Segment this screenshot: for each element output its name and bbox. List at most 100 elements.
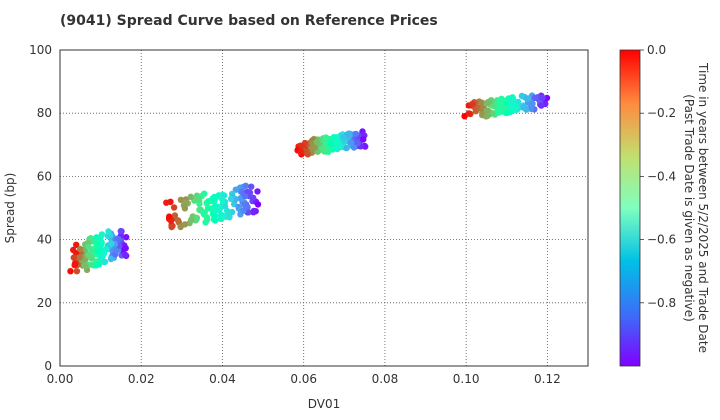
data-point xyxy=(220,192,228,199)
data-point xyxy=(538,102,545,109)
data-point xyxy=(241,201,248,208)
data-point xyxy=(227,195,235,202)
data-point xyxy=(478,99,485,106)
x-tick-label: 0.12 xyxy=(534,372,561,386)
data-point xyxy=(174,217,182,224)
data-point xyxy=(518,92,526,100)
data-point xyxy=(94,247,101,255)
colorbar-tick-label: −0.2 xyxy=(647,106,676,120)
y-axis-label: Spread (bp) xyxy=(3,173,17,244)
data-point xyxy=(297,142,304,149)
data-point xyxy=(163,199,170,206)
data-point xyxy=(520,104,527,111)
data-point xyxy=(248,183,255,190)
data-point xyxy=(483,100,490,107)
data-point xyxy=(76,254,83,261)
data-point xyxy=(210,216,217,223)
data-point xyxy=(249,194,257,202)
data-point xyxy=(100,250,108,257)
data-point xyxy=(105,228,112,235)
data-point xyxy=(302,147,309,155)
colorbar-tick-label: −0.8 xyxy=(647,296,676,310)
data-point xyxy=(92,262,100,269)
data-point xyxy=(529,100,536,107)
x-tick-label: 0.02 xyxy=(128,372,155,386)
data-point xyxy=(531,94,538,102)
colorbar xyxy=(619,49,641,367)
plot-frame xyxy=(59,49,589,367)
data-point xyxy=(67,268,74,275)
data-point xyxy=(77,245,84,253)
data-point xyxy=(524,95,532,102)
y-tick-label: 20 xyxy=(37,296,52,310)
data-point xyxy=(220,212,227,220)
data-point xyxy=(98,239,105,246)
data-point xyxy=(340,134,347,141)
data-point xyxy=(539,94,546,102)
data-point xyxy=(71,260,79,267)
data-point xyxy=(469,100,476,108)
y-tick-label: 60 xyxy=(37,169,52,183)
data-point xyxy=(211,196,219,203)
data-point xyxy=(484,112,491,120)
data-point xyxy=(254,201,262,208)
data-point xyxy=(123,234,130,241)
data-point xyxy=(483,107,490,114)
data-point xyxy=(177,196,185,203)
data-point xyxy=(313,138,321,146)
data-point xyxy=(336,141,343,149)
data-point xyxy=(490,103,497,110)
data-point xyxy=(509,99,517,106)
data-point xyxy=(195,195,202,202)
data-point xyxy=(496,108,503,116)
data-point xyxy=(343,144,350,152)
data-point xyxy=(321,148,328,155)
data-point xyxy=(362,143,369,150)
data-point xyxy=(108,240,115,247)
y-tick-label: 100 xyxy=(29,43,52,57)
x-axis-ticks: 0.00 0.02 0.04 0.06 0.08 0.10 0.12 xyxy=(47,372,561,386)
data-point xyxy=(168,223,175,231)
data-point xyxy=(73,268,81,275)
data-point xyxy=(98,231,106,238)
data-point xyxy=(121,251,129,258)
y-tick-label: 80 xyxy=(37,106,52,120)
data-point xyxy=(354,140,361,147)
colorbar-ticks: 0.0 −0.2 −0.4 −0.6 −0.8 xyxy=(640,43,676,310)
data-point xyxy=(196,200,203,207)
chart-title: (9041) Spread Curve based on Reference P… xyxy=(60,13,438,29)
data-point xyxy=(360,136,367,143)
x-tick-label: 0.04 xyxy=(209,372,236,386)
y-axis-ticks: 0 20 40 60 80 100 xyxy=(29,43,52,373)
data-point xyxy=(202,219,209,226)
data-point xyxy=(311,144,318,151)
data-point xyxy=(93,234,100,241)
data-point xyxy=(192,216,200,224)
data-point xyxy=(350,144,358,151)
data-point xyxy=(348,139,355,146)
data-point xyxy=(232,186,239,193)
data-point xyxy=(82,262,89,270)
y-tick-label: 40 xyxy=(37,233,52,247)
x-tick-label: 0.10 xyxy=(453,372,480,386)
data-point xyxy=(207,205,214,212)
data-point xyxy=(113,247,120,254)
data-point xyxy=(107,255,115,263)
colorbar-label-line2: (Past Trade Date is given as negative) xyxy=(682,94,696,322)
data-point xyxy=(231,200,238,208)
data-point xyxy=(254,188,261,195)
data-point xyxy=(500,104,508,112)
data-point xyxy=(177,223,184,231)
data-point xyxy=(73,241,80,248)
data-point xyxy=(221,202,229,210)
data-point xyxy=(166,213,173,220)
data-point xyxy=(345,130,352,137)
data-point xyxy=(171,212,179,219)
data-point xyxy=(297,148,304,155)
colorbar-tick-label: −0.6 xyxy=(647,233,676,247)
data-point xyxy=(216,207,223,214)
data-point xyxy=(87,235,95,242)
colorbar-label-line1: Time in years between 5/2/2025 and Trade… xyxy=(696,62,710,353)
x-tick-label: 0.00 xyxy=(47,372,74,386)
